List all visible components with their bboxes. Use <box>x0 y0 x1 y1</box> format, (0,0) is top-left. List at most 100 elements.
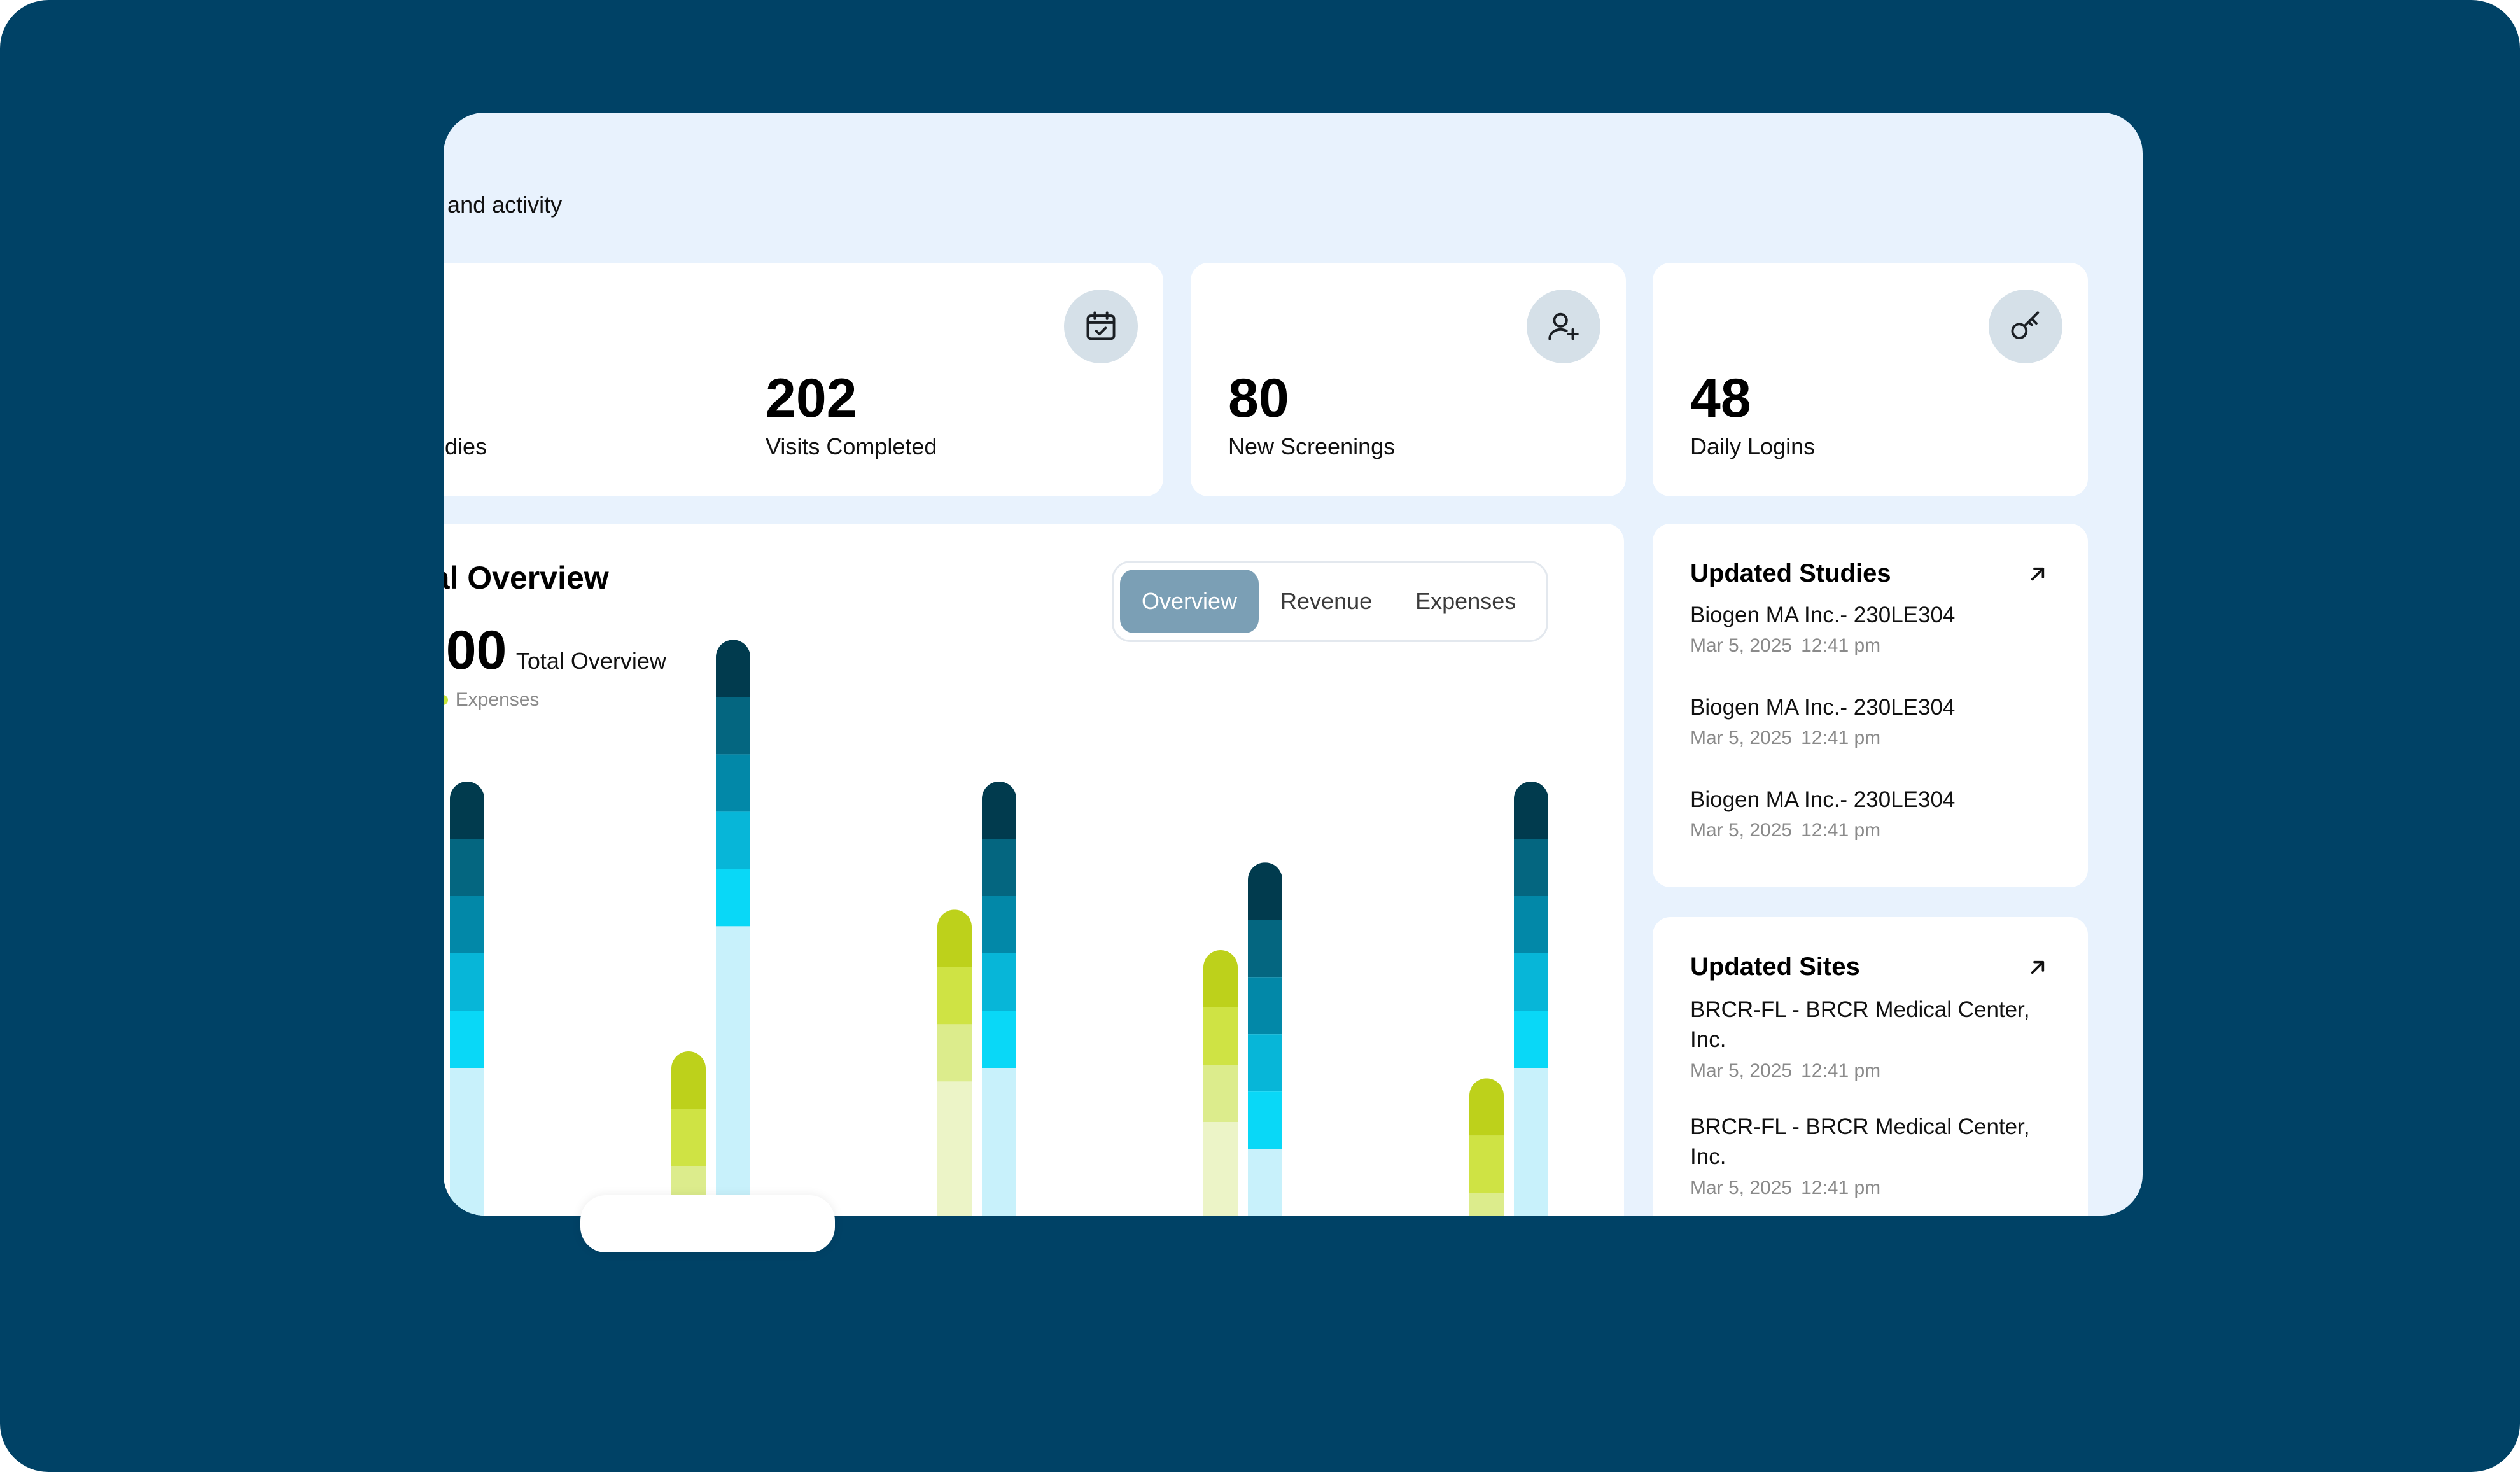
total-caption: Total Overview <box>515 648 666 674</box>
bar-revenue-segment <box>1248 1091 1282 1149</box>
bar-expenses-segment <box>671 1051 706 1109</box>
chart-total: .000 Total Overview <box>444 619 666 682</box>
key-icon <box>1989 290 2062 363</box>
bar-revenue-segment <box>716 697 750 755</box>
bar-revenue <box>716 640 750 1216</box>
study-date: Mar 5, 2025 12:41 pm <box>1690 820 1881 841</box>
list-item[interactable]: Biogen MA Inc.- 230LE304 Mar 5, 2025 12:4… <box>1690 600 2059 657</box>
bar-revenue <box>1514 782 1548 1216</box>
legend-label: Expenses <box>455 689 540 710</box>
bar-expenses-segment <box>937 967 972 1025</box>
bar-revenue-segment <box>450 1011 484 1068</box>
floating-chip[interactable] <box>580 1195 835 1252</box>
study-name: Biogen MA Inc.- 230LE304 <box>1690 603 1956 627</box>
list-item[interactable]: BRCR-FL - BRCR Medical Center, Inc. Mar … <box>1690 995 2059 1082</box>
bar-revenue-segment <box>716 869 750 927</box>
bar-revenue <box>450 782 484 1216</box>
user-plus-icon <box>1527 290 1600 363</box>
bar-expenses <box>671 1051 706 1216</box>
bar-revenue-segment <box>982 1011 1016 1068</box>
updated-sites-title: Updated Sites <box>1690 953 1860 981</box>
updated-sites-header: Updated Sites <box>1690 953 2050 981</box>
bar-revenue-segment <box>716 640 750 697</box>
bar-revenue-segment <box>982 782 1016 839</box>
bar-expenses-segment <box>1203 1122 1238 1216</box>
tab-expenses[interactable]: Expenses <box>1415 588 1516 614</box>
stat-value: 202 <box>766 368 857 429</box>
bar-revenue-segment <box>716 754 750 812</box>
updated-studies-card: Updated Studies Biogen MA Inc.- 230LE304… <box>1653 524 2088 887</box>
stat-card-screenings: 80 New Screenings <box>1191 263 1626 496</box>
bar-revenue-segment <box>716 926 750 1216</box>
list-item[interactable]: BRCR-FL - BRCR Medical Center, Inc. Mar … <box>1690 1112 2059 1199</box>
chart-legend: e Expenses <box>444 689 539 711</box>
bar-expenses-segment <box>937 1081 972 1216</box>
bar-revenue-segment <box>1514 839 1548 896</box>
bar-revenue-segment <box>1248 977 1282 1035</box>
bar-chart <box>450 640 1548 1216</box>
updated-studies-title: Updated Studies <box>1690 559 1891 587</box>
total-value: .000 <box>444 620 507 681</box>
financial-overview-card: cial Overview .000 Total Overview e Expe… <box>444 524 1624 1216</box>
page-subtitle: ion and activity <box>444 192 563 218</box>
calendar-check-icon <box>1064 290 1138 363</box>
bar-expenses-segment <box>937 1024 972 1082</box>
bar-revenue-segment <box>450 896 484 953</box>
list-item[interactable]: Biogen MA Inc.- 230LE304 Mar 5, 2025 12:4… <box>1690 785 2059 841</box>
stat-card-visits: 202 Visits Completed <box>728 263 1163 496</box>
bar-revenue-segment <box>982 839 1016 896</box>
chart-tabs: Overview Revenue Expenses <box>1112 561 1548 642</box>
bar-revenue-segment <box>1514 1011 1548 1068</box>
bar-revenue-segment <box>1514 1068 1548 1216</box>
dashboard-panel: ion and activity Studies 202 Visits Comp… <box>444 113 2143 1216</box>
bar-expenses-segment <box>1469 1193 1504 1216</box>
site-name: BRCR-FL - BRCR Medical Center, Inc. <box>1690 1114 2030 1170</box>
bar-expenses-segment <box>1469 1078 1504 1136</box>
updated-studies-header: Updated Studies <box>1690 559 2050 588</box>
bar-revenue-segment <box>1514 953 1548 1011</box>
chart-title: cial Overview <box>444 560 609 596</box>
bar-revenue-segment <box>982 953 1016 1011</box>
site-name: BRCR-FL - BRCR Medical Center, Inc. <box>1690 997 2030 1053</box>
stat-card-logins: 48 Daily Logins <box>1653 263 2088 496</box>
bar-expenses-segment <box>1203 1007 1238 1065</box>
bar-expenses <box>1469 1078 1504 1216</box>
bar-revenue-segment <box>1248 1034 1282 1092</box>
bar-expenses-segment <box>1203 1065 1238 1122</box>
stat-value: 80 <box>1228 368 1289 429</box>
bar-revenue-segment <box>716 811 750 869</box>
bar-revenue <box>982 782 1016 1216</box>
stat-label: Daily Logins <box>1690 433 1816 459</box>
tab-overview[interactable]: Overview <box>1120 570 1259 633</box>
arrow-up-right-icon[interactable] <box>2025 561 2050 587</box>
stat-label: New Screenings <box>1228 433 1396 459</box>
study-name: Biogen MA Inc.- 230LE304 <box>1690 787 1956 812</box>
bar-revenue-segment <box>450 839 484 896</box>
bar-expenses-segment <box>1469 1135 1504 1193</box>
bar-revenue-segment <box>450 1068 484 1216</box>
bar-expenses <box>937 909 972 1216</box>
stat-label: Studies <box>444 433 487 459</box>
bar-revenue-segment <box>450 953 484 1011</box>
bar-revenue-segment <box>1248 862 1282 920</box>
study-date: Mar 5, 2025 12:41 pm <box>1690 727 1881 749</box>
bar-revenue-segment <box>450 782 484 839</box>
study-date: Mar 5, 2025 12:41 pm <box>1690 635 1881 657</box>
bar-revenue-segment <box>1514 896 1548 953</box>
bar-expenses-segment <box>1203 950 1238 1007</box>
tab-revenue[interactable]: Revenue <box>1280 588 1373 614</box>
legend-dot <box>444 695 448 705</box>
stat-label: Visits Completed <box>766 433 937 459</box>
bar-revenue-segment <box>1514 782 1548 839</box>
stat-value: 48 <box>1690 368 1751 429</box>
bar-revenue-segment <box>982 1068 1016 1216</box>
bar-revenue-segment <box>1248 920 1282 978</box>
arrow-up-right-icon[interactable] <box>2025 955 2050 980</box>
bar-revenue <box>1248 862 1282 1216</box>
bar-expenses <box>1203 950 1238 1216</box>
list-item[interactable]: Biogen MA Inc.- 230LE304 Mar 5, 2025 12:4… <box>1690 692 2059 749</box>
site-date: Mar 5, 2025 12:41 pm <box>1690 1060 1881 1081</box>
bar-revenue-segment <box>1248 1149 1282 1216</box>
study-name: Biogen MA Inc.- 230LE304 <box>1690 695 1956 720</box>
